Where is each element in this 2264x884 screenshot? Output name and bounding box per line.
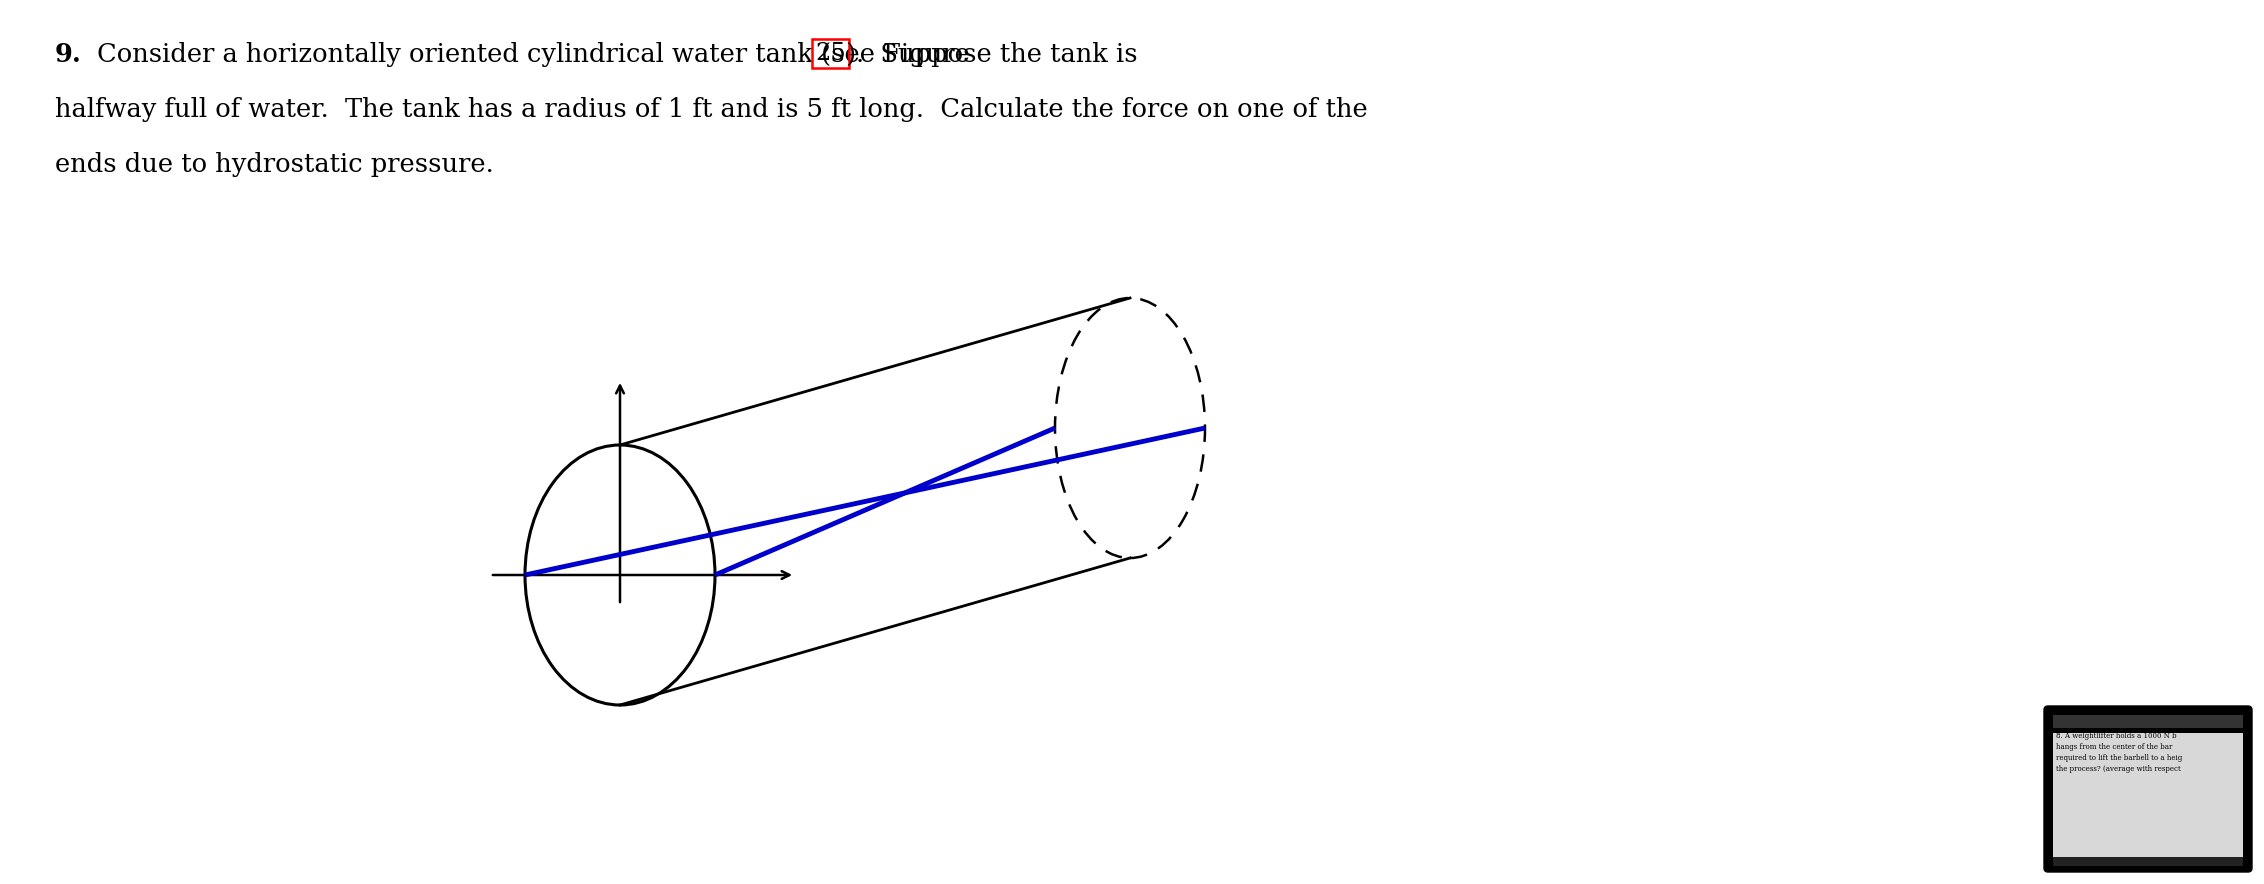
Bar <box>2053 715 2244 728</box>
Text: ends due to hydrostatic pressure.: ends due to hydrostatic pressure. <box>54 152 494 177</box>
Text: 8. A weightlifter holds a 1000 N b
hangs from the center of the bar
required to : 8. A weightlifter holds a 1000 N b hangs… <box>2056 732 2182 773</box>
Bar <box>2053 857 2244 866</box>
FancyBboxPatch shape <box>2044 706 2253 872</box>
Text: Consider a horizontally oriented cylindrical water tank (see Figure: Consider a horizontally oriented cylindr… <box>97 42 978 67</box>
Text: 25: 25 <box>815 42 847 65</box>
Text: 9.: 9. <box>54 42 82 67</box>
Bar <box>2053 733 2244 863</box>
Text: halfway full of water.  The tank has a radius of 1 ft and is 5 ft long.  Calcula: halfway full of water. The tank has a ra… <box>54 97 1367 122</box>
Text: ).  Suppose the tank is: ). Suppose the tank is <box>847 42 1137 67</box>
